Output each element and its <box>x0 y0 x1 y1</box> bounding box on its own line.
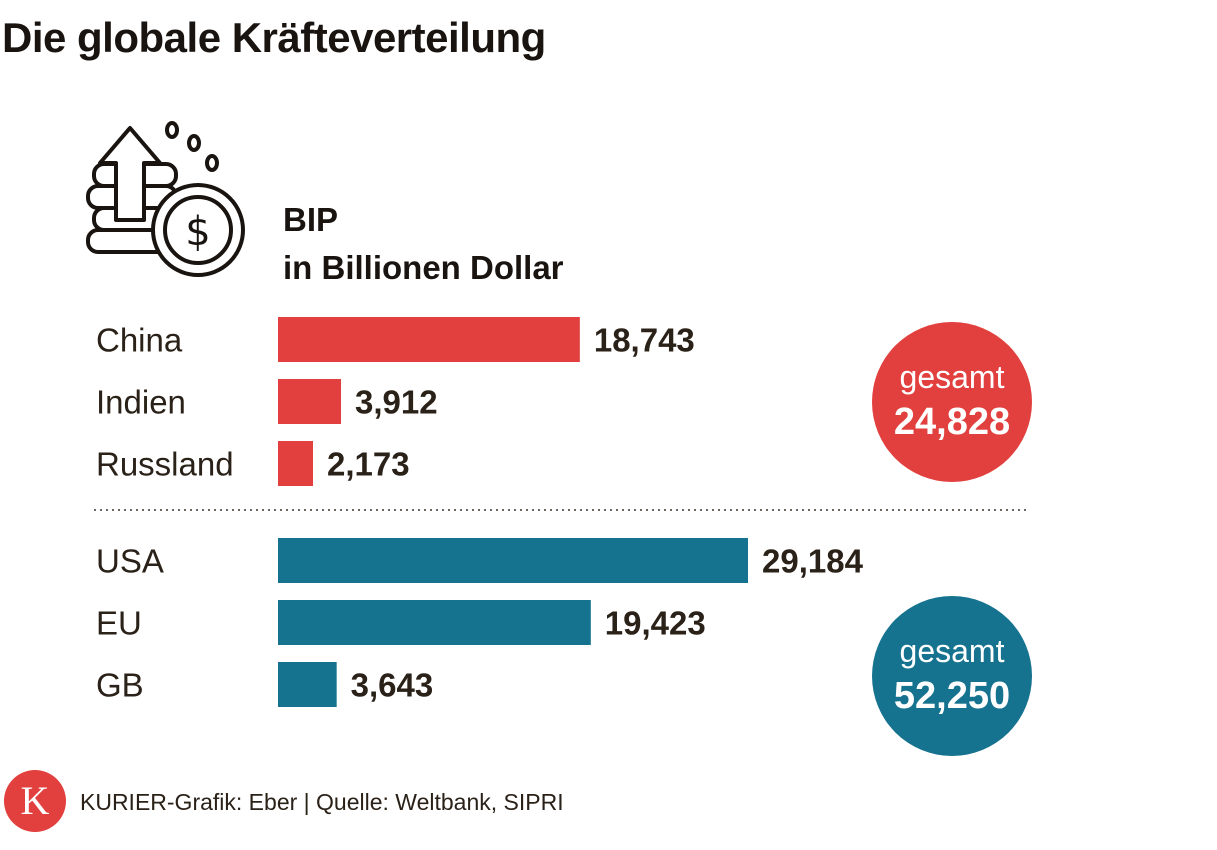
value-label-indien: 3,912 <box>355 384 438 421</box>
subtitle-line-1: BIP <box>283 201 339 238</box>
total-label-2: gesamt <box>900 633 1005 669</box>
money-growth-icon: $ <box>80 118 250 288</box>
category-label-gb: GB <box>96 667 144 704</box>
total-circle-1 <box>872 322 1032 482</box>
category-label-usa: USA <box>96 543 164 580</box>
chart-subtitle: BIP in Billionen Dollar <box>283 196 564 292</box>
total-value-1: 24,828 <box>894 401 1010 443</box>
total-label-1: gesamt <box>900 359 1005 395</box>
subtitle-line-2: in Billionen Dollar <box>283 249 564 286</box>
chart-title: Die globale Kräfteverteilung <box>2 14 546 61</box>
kurier-logo: K <box>4 770 66 832</box>
total-circle-2 <box>872 596 1032 756</box>
bar-usa <box>278 538 748 583</box>
total-value-2: 52,250 <box>894 675 1010 717</box>
bar-china <box>278 317 580 362</box>
category-label-eu: EU <box>96 605 142 642</box>
category-label-indien: Indien <box>96 384 186 421</box>
category-label-china: China <box>96 322 183 359</box>
value-label-eu: 19,423 <box>605 605 706 642</box>
value-label-gb: 3,643 <box>351 667 434 704</box>
value-label-usa: 29,184 <box>762 543 864 580</box>
bar-russland <box>278 441 313 486</box>
bar-indien <box>278 379 342 424</box>
bar-gb <box>278 662 337 707</box>
value-label-china: 18,743 <box>594 322 695 359</box>
source-credit: KURIER-Grafik: Eber | Quelle: Weltbank, … <box>80 789 564 815</box>
category-label-russland: Russland <box>96 446 234 483</box>
bar-eu <box>278 600 591 645</box>
svg-text:$: $ <box>185 209 210 255</box>
value-label-russland: 2,173 <box>327 446 410 483</box>
